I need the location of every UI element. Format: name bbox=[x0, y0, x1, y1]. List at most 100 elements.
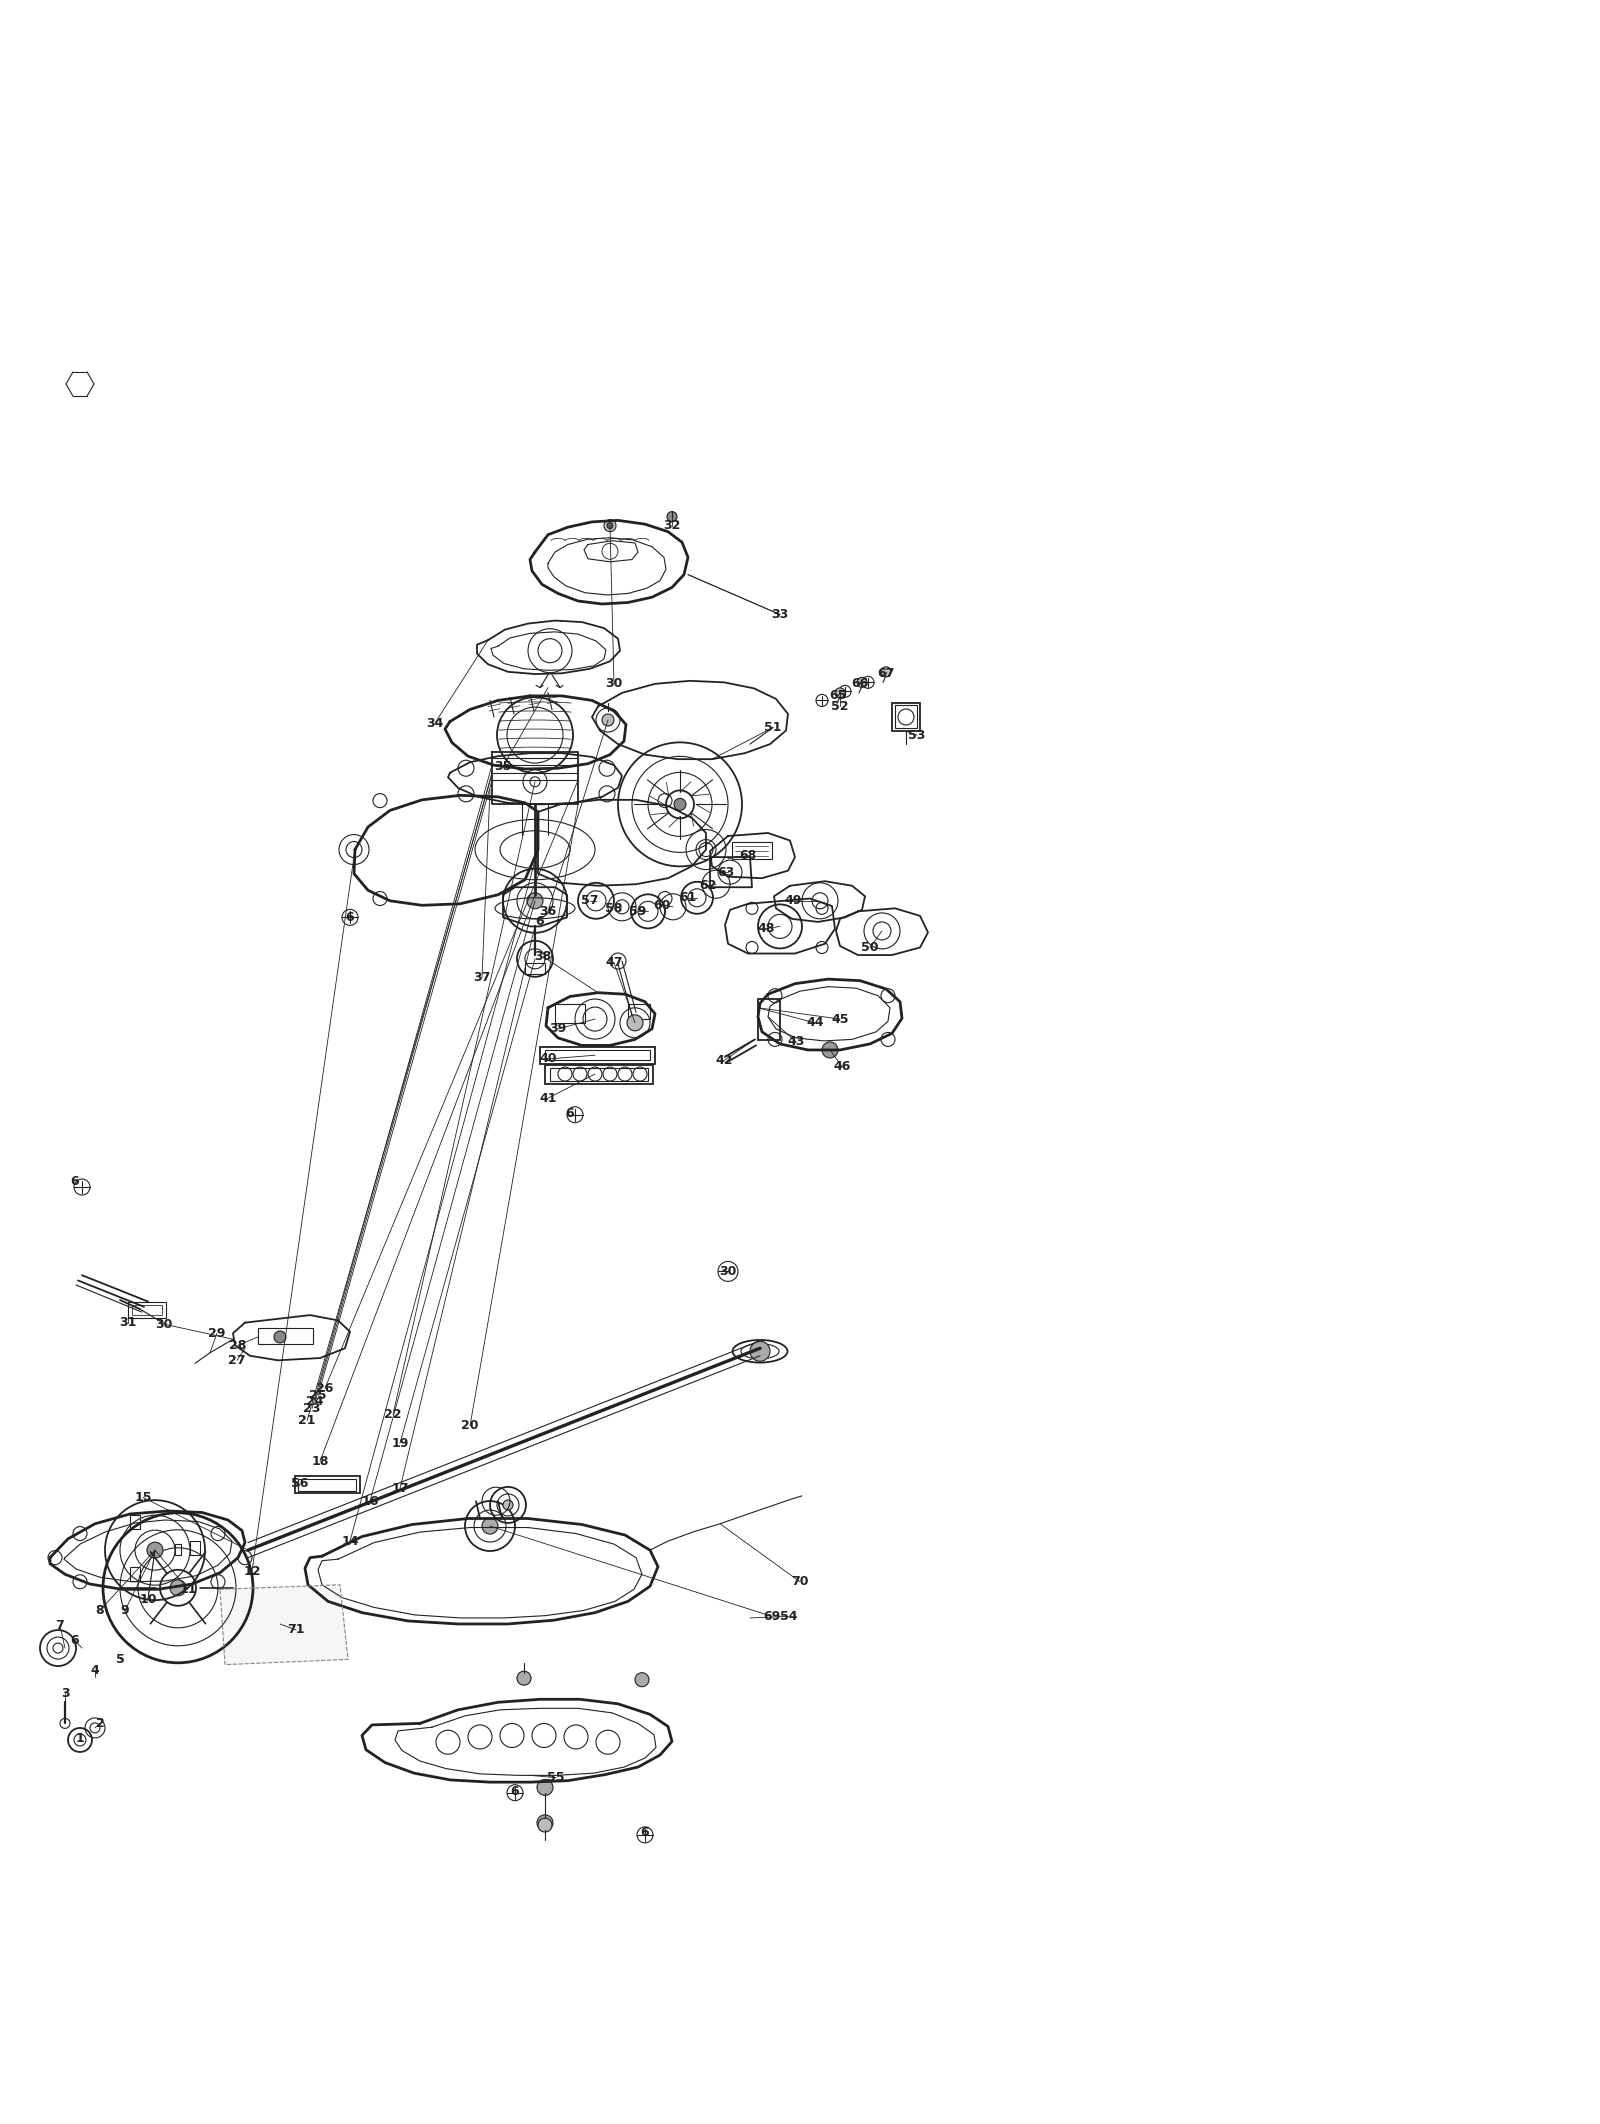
Bar bbox=[546, 1049, 650, 1060]
Text: 28: 28 bbox=[229, 1338, 246, 1351]
Circle shape bbox=[858, 678, 867, 688]
Text: 62: 62 bbox=[699, 879, 717, 892]
Text: 29: 29 bbox=[208, 1328, 226, 1340]
Text: 56: 56 bbox=[291, 1478, 309, 1491]
Text: 27: 27 bbox=[229, 1353, 246, 1368]
Text: 31: 31 bbox=[120, 1317, 136, 1330]
Text: 5: 5 bbox=[115, 1652, 125, 1665]
Text: 19: 19 bbox=[392, 1436, 408, 1451]
Text: 66: 66 bbox=[851, 678, 869, 690]
Text: 7: 7 bbox=[56, 1618, 64, 1631]
Text: 30: 30 bbox=[720, 1266, 736, 1279]
Text: 59: 59 bbox=[629, 905, 646, 918]
Text: 30: 30 bbox=[605, 678, 622, 690]
Text: 18: 18 bbox=[312, 1455, 328, 1468]
Text: 54: 54 bbox=[781, 1610, 798, 1623]
Bar bbox=[758, 998, 781, 1041]
Bar bbox=[298, 1478, 355, 1491]
Bar bbox=[550, 1068, 648, 1081]
Text: 6: 6 bbox=[70, 1175, 80, 1187]
Text: 50: 50 bbox=[861, 941, 878, 954]
Bar bbox=[627, 1005, 650, 1020]
Text: 47: 47 bbox=[605, 956, 622, 969]
Bar bbox=[733, 841, 771, 858]
Text: 23: 23 bbox=[304, 1402, 320, 1415]
Text: 6: 6 bbox=[510, 1784, 520, 1797]
Text: 71: 71 bbox=[288, 1623, 304, 1635]
Bar bbox=[131, 1304, 162, 1315]
Bar bbox=[174, 1544, 181, 1555]
Bar bbox=[555, 1005, 586, 1024]
Text: 39: 39 bbox=[549, 1022, 566, 1034]
Text: 52: 52 bbox=[832, 701, 848, 714]
Text: 43: 43 bbox=[787, 1034, 805, 1047]
Text: 2: 2 bbox=[96, 1716, 104, 1729]
Polygon shape bbox=[221, 1585, 349, 1665]
Text: 6: 6 bbox=[566, 1107, 574, 1119]
Text: 48: 48 bbox=[757, 922, 774, 935]
Text: 21: 21 bbox=[298, 1415, 315, 1427]
Circle shape bbox=[667, 512, 677, 523]
Circle shape bbox=[606, 523, 613, 529]
Bar bbox=[893, 703, 920, 731]
Circle shape bbox=[835, 688, 845, 699]
Text: 34: 34 bbox=[426, 716, 443, 729]
Text: 25: 25 bbox=[309, 1389, 326, 1402]
Circle shape bbox=[602, 714, 614, 726]
Bar bbox=[258, 1328, 314, 1344]
Circle shape bbox=[605, 520, 616, 531]
Circle shape bbox=[635, 1674, 650, 1686]
Text: 10: 10 bbox=[139, 1593, 157, 1606]
Bar bbox=[190, 1542, 200, 1555]
Text: 6: 6 bbox=[346, 911, 354, 924]
Text: 44: 44 bbox=[806, 1015, 824, 1030]
Text: 15: 15 bbox=[134, 1491, 152, 1504]
Text: 40: 40 bbox=[539, 1054, 557, 1066]
Circle shape bbox=[750, 1340, 770, 1361]
Text: 35: 35 bbox=[494, 760, 512, 773]
Bar bbox=[546, 1064, 653, 1083]
Text: 30: 30 bbox=[155, 1317, 173, 1330]
Circle shape bbox=[502, 1500, 514, 1510]
Circle shape bbox=[674, 799, 686, 811]
Text: 67: 67 bbox=[877, 667, 894, 680]
Circle shape bbox=[882, 667, 891, 678]
Text: 57: 57 bbox=[581, 894, 598, 907]
Text: 65: 65 bbox=[829, 690, 846, 703]
Text: 55: 55 bbox=[547, 1771, 565, 1784]
Circle shape bbox=[538, 1780, 554, 1795]
Text: 33: 33 bbox=[771, 607, 789, 620]
Circle shape bbox=[822, 1043, 838, 1058]
Text: 69: 69 bbox=[763, 1610, 781, 1623]
Text: 32: 32 bbox=[664, 518, 680, 533]
Text: 63: 63 bbox=[717, 867, 734, 879]
Text: 60: 60 bbox=[653, 898, 670, 911]
Text: 6: 6 bbox=[536, 915, 544, 928]
Text: 16: 16 bbox=[362, 1495, 379, 1508]
Text: 1: 1 bbox=[75, 1731, 85, 1746]
Circle shape bbox=[147, 1542, 163, 1559]
Text: 61: 61 bbox=[680, 892, 696, 905]
Text: 26: 26 bbox=[317, 1383, 334, 1395]
Text: 51: 51 bbox=[765, 720, 782, 735]
Text: 68: 68 bbox=[739, 850, 757, 862]
Text: 6: 6 bbox=[70, 1633, 80, 1646]
Text: 6: 6 bbox=[640, 1827, 650, 1839]
Bar bbox=[541, 1047, 654, 1064]
Circle shape bbox=[482, 1519, 498, 1534]
Text: 70: 70 bbox=[792, 1576, 808, 1589]
Circle shape bbox=[627, 1015, 643, 1030]
Text: 41: 41 bbox=[539, 1092, 557, 1104]
Text: 49: 49 bbox=[784, 894, 802, 907]
Text: 37: 37 bbox=[474, 971, 491, 983]
Circle shape bbox=[538, 1814, 554, 1831]
Text: 14: 14 bbox=[341, 1536, 358, 1548]
Circle shape bbox=[526, 892, 542, 909]
Text: 20: 20 bbox=[461, 1419, 478, 1432]
Circle shape bbox=[170, 1580, 186, 1595]
Bar bbox=[128, 1302, 166, 1319]
Text: 45: 45 bbox=[832, 1013, 848, 1026]
Text: 38: 38 bbox=[534, 949, 552, 962]
Text: 8: 8 bbox=[96, 1604, 104, 1616]
Bar bbox=[894, 705, 917, 729]
